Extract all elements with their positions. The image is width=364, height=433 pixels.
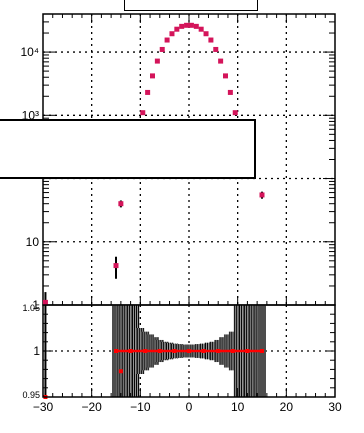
ratio-panel: 0.95 1 1.05 −30 −20 −10 0 10 20 30 [22, 303, 342, 414]
data-point [145, 89, 151, 95]
y-tick-label: 1 [32, 298, 39, 312]
ratio-point [187, 349, 191, 353]
data-point [150, 73, 155, 79]
y-tick-label: 0.95 [22, 390, 40, 400]
data-point [232, 110, 238, 116]
ratio-point [118, 369, 123, 374]
data-point [154, 58, 160, 64]
data-point [213, 46, 219, 52]
ratio-point [245, 349, 250, 353]
ratio-point [172, 349, 177, 353]
data-point [259, 192, 265, 198]
ratio-point [143, 349, 148, 353]
legend-box [0, 119, 256, 179]
data-point [174, 26, 180, 32]
ratio-point [114, 349, 118, 353]
x-tick-label: −10 [130, 400, 151, 414]
data-point [42, 299, 48, 305]
x-tick-label: 0 [186, 400, 193, 414]
x-tick-label: −30 [33, 400, 54, 414]
data-point [184, 22, 190, 28]
ratio-point [128, 349, 133, 353]
x-tick-label: 10 [231, 400, 245, 414]
data-point [193, 23, 199, 29]
ratio-point [157, 349, 162, 353]
data-point [198, 26, 204, 32]
ratio-point [260, 349, 264, 353]
x-tick-label: 30 [328, 400, 342, 414]
data-point [203, 31, 209, 37]
data-point [140, 110, 146, 116]
data-point [159, 46, 165, 52]
x-tick-label: −20 [81, 400, 102, 414]
y-tick-label: 1 [33, 344, 40, 358]
ratio-point [216, 349, 221, 353]
y-tick-label: 10 [26, 235, 40, 249]
title-box [124, 0, 258, 11]
data-point [164, 37, 170, 43]
y-tick-label: 10³ [22, 108, 39, 122]
y-tick-label: 1.05 [22, 303, 40, 313]
ratio-point [201, 349, 206, 353]
data-point [118, 201, 124, 207]
data-point [227, 89, 233, 95]
data-point [223, 73, 228, 79]
y-tick-label: 10⁴ [20, 45, 39, 59]
data-point [169, 31, 175, 37]
data-point [218, 58, 224, 64]
data-point [179, 23, 185, 29]
ratio-point [230, 349, 235, 353]
data-point [113, 263, 119, 269]
data-point [188, 22, 194, 28]
data-point [208, 37, 214, 43]
x-tick-label: 20 [280, 400, 294, 414]
